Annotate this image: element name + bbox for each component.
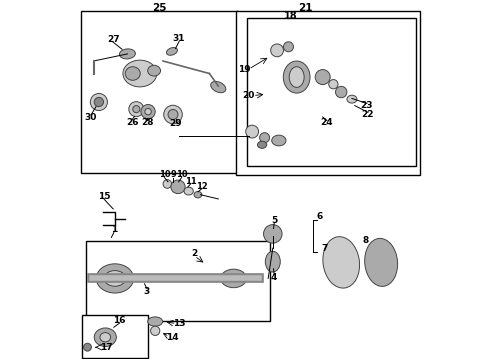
- Bar: [81, 11, 238, 173]
- Text: 22: 22: [362, 110, 374, 119]
- Ellipse shape: [323, 237, 360, 288]
- Ellipse shape: [123, 60, 157, 87]
- Ellipse shape: [221, 269, 246, 288]
- Ellipse shape: [336, 86, 347, 98]
- Text: 17: 17: [99, 343, 112, 352]
- Ellipse shape: [141, 104, 155, 119]
- Text: 25: 25: [152, 3, 167, 13]
- Text: 18: 18: [284, 12, 297, 22]
- Ellipse shape: [125, 67, 140, 80]
- Ellipse shape: [283, 61, 310, 93]
- Bar: [236, 11, 419, 175]
- Text: 26: 26: [126, 118, 138, 127]
- Ellipse shape: [120, 49, 135, 59]
- Text: 11: 11: [185, 177, 196, 186]
- Text: 1: 1: [111, 225, 117, 234]
- Text: 28: 28: [141, 118, 153, 127]
- Text: 4: 4: [271, 273, 277, 282]
- Text: 9: 9: [171, 170, 176, 179]
- Ellipse shape: [167, 48, 177, 55]
- Text: 10: 10: [176, 170, 187, 179]
- Text: 23: 23: [361, 101, 373, 110]
- Text: 24: 24: [320, 118, 333, 127]
- Ellipse shape: [133, 105, 140, 113]
- Text: 29: 29: [169, 119, 182, 128]
- Ellipse shape: [272, 135, 286, 146]
- Ellipse shape: [145, 108, 151, 115]
- Text: 6: 6: [317, 212, 323, 221]
- Ellipse shape: [184, 187, 194, 195]
- Ellipse shape: [265, 251, 280, 272]
- Circle shape: [264, 225, 282, 243]
- Circle shape: [284, 42, 294, 52]
- Text: 12: 12: [196, 182, 207, 191]
- Text: 27: 27: [107, 35, 120, 44]
- Circle shape: [94, 98, 103, 107]
- Text: 31: 31: [173, 34, 185, 43]
- Ellipse shape: [171, 180, 185, 194]
- Text: 10: 10: [159, 170, 170, 179]
- Text: 19: 19: [238, 65, 250, 74]
- Text: 16: 16: [113, 316, 126, 325]
- Ellipse shape: [96, 264, 134, 293]
- Ellipse shape: [164, 105, 182, 124]
- Ellipse shape: [257, 141, 267, 148]
- Ellipse shape: [104, 271, 125, 286]
- Text: 13: 13: [173, 319, 186, 328]
- Circle shape: [260, 133, 270, 143]
- Circle shape: [84, 343, 92, 351]
- Ellipse shape: [194, 192, 202, 198]
- Ellipse shape: [315, 69, 330, 85]
- Circle shape: [90, 94, 107, 111]
- Ellipse shape: [211, 81, 226, 93]
- Circle shape: [245, 125, 259, 138]
- Text: 5: 5: [271, 216, 277, 225]
- Text: 20: 20: [243, 91, 255, 100]
- Ellipse shape: [94, 328, 116, 346]
- Text: 7: 7: [321, 244, 327, 253]
- Ellipse shape: [129, 102, 144, 117]
- Bar: [82, 315, 147, 357]
- Ellipse shape: [168, 109, 178, 120]
- Circle shape: [270, 44, 284, 57]
- Text: 8: 8: [362, 236, 368, 245]
- Bar: [247, 18, 416, 166]
- Ellipse shape: [147, 317, 163, 326]
- Text: 15: 15: [98, 192, 110, 201]
- Text: 21: 21: [298, 3, 313, 13]
- Circle shape: [150, 326, 160, 336]
- Bar: [86, 241, 270, 321]
- Text: 14: 14: [166, 333, 179, 342]
- Ellipse shape: [147, 65, 161, 76]
- Ellipse shape: [365, 238, 397, 287]
- Text: 30: 30: [85, 113, 97, 122]
- Text: 2: 2: [191, 249, 197, 258]
- Ellipse shape: [329, 80, 338, 89]
- Ellipse shape: [289, 67, 304, 87]
- Ellipse shape: [347, 95, 357, 103]
- Ellipse shape: [100, 333, 111, 342]
- Text: 3: 3: [144, 287, 150, 296]
- Circle shape: [163, 180, 172, 188]
